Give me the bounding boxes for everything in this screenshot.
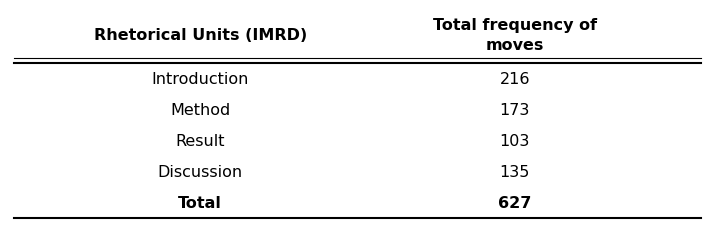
Text: 627: 627 (498, 195, 531, 210)
Text: 103: 103 (500, 133, 530, 148)
Text: 135: 135 (500, 164, 530, 179)
Text: 173: 173 (500, 102, 530, 117)
Text: Rhetorical Units (IMRD): Rhetorical Units (IMRD) (94, 28, 307, 43)
Text: Total frequency of: Total frequency of (433, 17, 597, 32)
Text: Method: Method (170, 102, 230, 117)
Text: Result: Result (175, 133, 225, 148)
Text: Total: Total (178, 195, 222, 210)
Text: moves: moves (485, 38, 544, 53)
Text: Discussion: Discussion (157, 164, 243, 179)
Text: 216: 216 (500, 72, 530, 86)
Text: Introduction: Introduction (152, 72, 249, 86)
